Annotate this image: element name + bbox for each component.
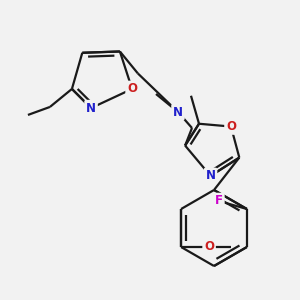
Text: O: O <box>226 120 236 133</box>
Text: N: N <box>86 102 96 115</box>
Text: N: N <box>173 106 183 118</box>
Text: N: N <box>206 169 216 182</box>
Text: F: F <box>215 194 223 208</box>
Text: O: O <box>127 82 137 95</box>
Text: O: O <box>204 241 214 254</box>
